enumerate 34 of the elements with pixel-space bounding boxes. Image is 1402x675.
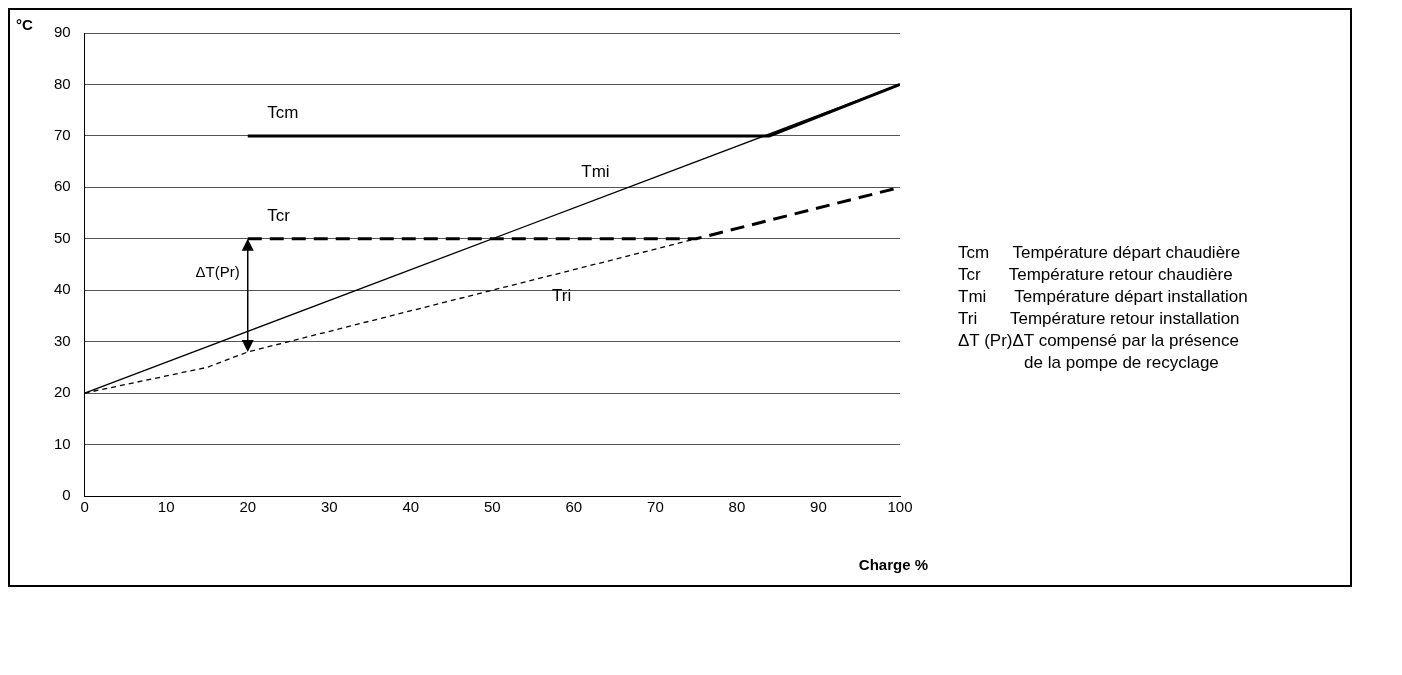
y-axis-title: °C [16,15,33,33]
annotation: ΔT(Pr) [195,262,240,280]
y-tick-label: 80 [54,74,71,92]
y-tick-label: 60 [54,177,71,195]
y-tick-label: 40 [54,280,71,298]
x-tick-label: 20 [239,498,257,516]
text: Tmi Température départ installation [958,286,1248,308]
y-tick-label: 10 [54,434,71,452]
series-label: Tri [552,285,572,305]
text: Tri Température retour installation [958,308,1241,330]
text: ΔT (Pr)ΔT compensé par la présence [958,330,1240,352]
series-label: Tcr [267,205,291,225]
text: Tcr Température retour chaudière [958,264,1234,286]
x-tick-label: 0 [80,498,89,516]
series-label: Tmi [581,161,610,181]
x-tick-label: 100 [887,498,913,516]
x-tick-label: 50 [484,498,501,516]
y-tick-label: 30 [54,331,71,349]
text: de la pompe de recyclage [1023,352,1220,374]
y-tick-label: 70 [54,126,71,144]
x-tick-label: 40 [402,498,420,516]
y-tick-label: 0 [62,486,71,504]
x-tick-label: 90 [810,498,827,516]
x-axis-title: Charge % [858,555,928,573]
x-tick-label: 10 [157,498,175,516]
y-tick-label: 50 [54,228,71,246]
series-label: Tcm [267,103,299,123]
y-tick-label: 20 [54,383,71,401]
text: Tcm Température départ chaudière [958,242,1242,264]
x-tick-label: 30 [320,498,338,516]
x-tick-label: 80 [728,498,746,516]
x-tick-label: 60 [565,498,583,516]
y-tick-label: 90 [54,23,71,41]
x-tick-label: 70 [647,498,664,516]
